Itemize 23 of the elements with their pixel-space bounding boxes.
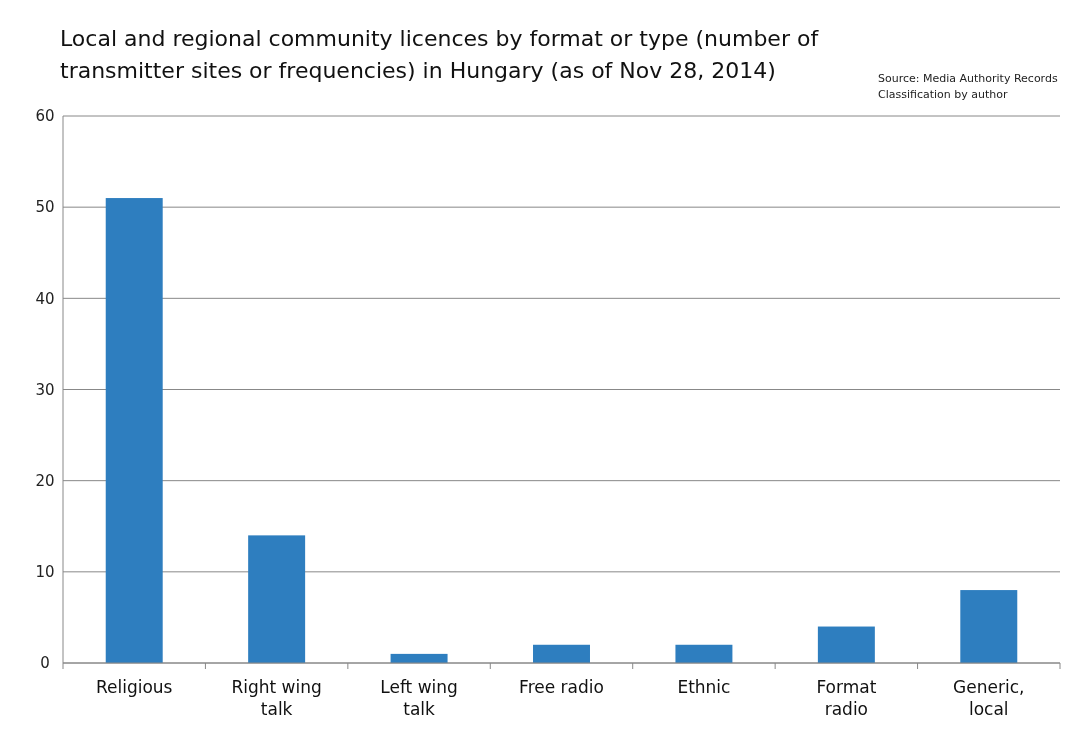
bar — [533, 644, 590, 663]
y-tick-label: 60 — [35, 107, 55, 126]
text: Classification by author — [878, 88, 1008, 101]
x-tick-label: Free radio — [519, 677, 604, 697]
chart-title: Local and regional community licences by format or type (number of transmitter sites or frequencies) in Hungary (as of Nov 28, 2014) — [60, 26, 820, 83]
bar — [105, 198, 163, 663]
y-tick-label: 40 — [35, 289, 55, 308]
y-tick-label: 30 — [35, 380, 55, 399]
bar — [675, 644, 733, 663]
y-tick-label: 10 — [35, 563, 55, 582]
bar — [817, 626, 875, 663]
x-tick-label: Generic, local — [953, 677, 1025, 719]
source-note: Source: Media Authority Records — [878, 72, 1058, 85]
y-tick-label: 20 — [35, 471, 55, 490]
bar — [960, 590, 1018, 663]
bar — [248, 535, 306, 663]
y-tick-label: 0 — [40, 654, 50, 673]
y-tick-label: 50 — [35, 198, 55, 217]
x-tick-label: Format radio — [816, 677, 877, 719]
x-tick-label: Ethnic — [677, 677, 731, 697]
x-tick-label: Left wing talk — [380, 677, 458, 719]
x-tick-label: Right wing talk — [231, 677, 322, 719]
x-tick-label: Religious — [95, 677, 173, 697]
